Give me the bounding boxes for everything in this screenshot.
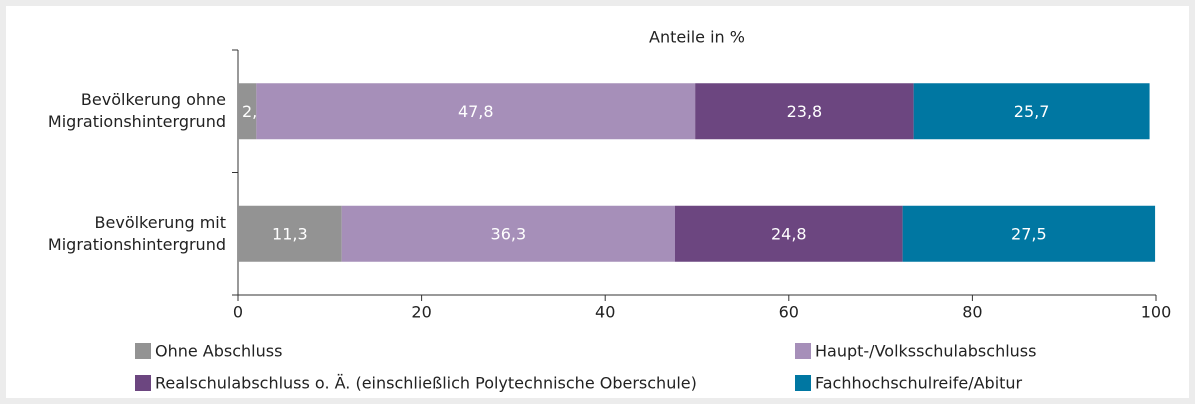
data-label: 25,7 <box>1014 102 1050 121</box>
bar-segment <box>256 83 696 140</box>
data-label: 47,8 <box>458 102 494 121</box>
data-label: 24,8 <box>771 224 807 243</box>
legend-swatch <box>795 343 811 359</box>
x-tick-label: 100 <box>1141 303 1172 322</box>
x-tick-label: 40 <box>595 303 615 322</box>
data-label: 36,3 <box>491 224 527 243</box>
bar-segment <box>238 205 342 262</box>
legend-swatch <box>135 343 151 359</box>
bar-segment <box>238 83 257 140</box>
legend-swatch <box>795 375 811 391</box>
data-label: 11,3 <box>272 224 308 243</box>
data-label: 23,8 <box>787 102 823 121</box>
chart-frame <box>6 6 1189 398</box>
bar-segment <box>674 205 903 262</box>
legend-label: Realschulabschluss o. Ä. (einschließlich… <box>155 374 697 393</box>
legend-label: Ohne Abschluss <box>155 342 282 361</box>
x-tick-label: 80 <box>962 303 982 322</box>
x-tick-label: 0 <box>233 303 243 322</box>
chart-title: Anteile in % <box>649 28 745 47</box>
category-label: Bevölkerung ohne Migrationshintergrund <box>47 90 226 132</box>
bar-segment <box>902 205 1156 262</box>
bar-segment <box>341 205 675 262</box>
x-tick-label: 60 <box>779 303 799 322</box>
legend-label: Fachhochschulreife/Abitur <box>815 374 1023 393</box>
legend-label: Haupt-/Volksschulabschluss <box>815 342 1036 361</box>
legend-swatch <box>135 375 151 391</box>
bar-segment <box>695 83 914 140</box>
bar-segment <box>913 83 1150 140</box>
category-label: Bevölkerung mit Migrationshintergrund <box>47 212 226 254</box>
data-label: 27,5 <box>1011 224 1047 243</box>
x-tick-label: 20 <box>411 303 431 322</box>
